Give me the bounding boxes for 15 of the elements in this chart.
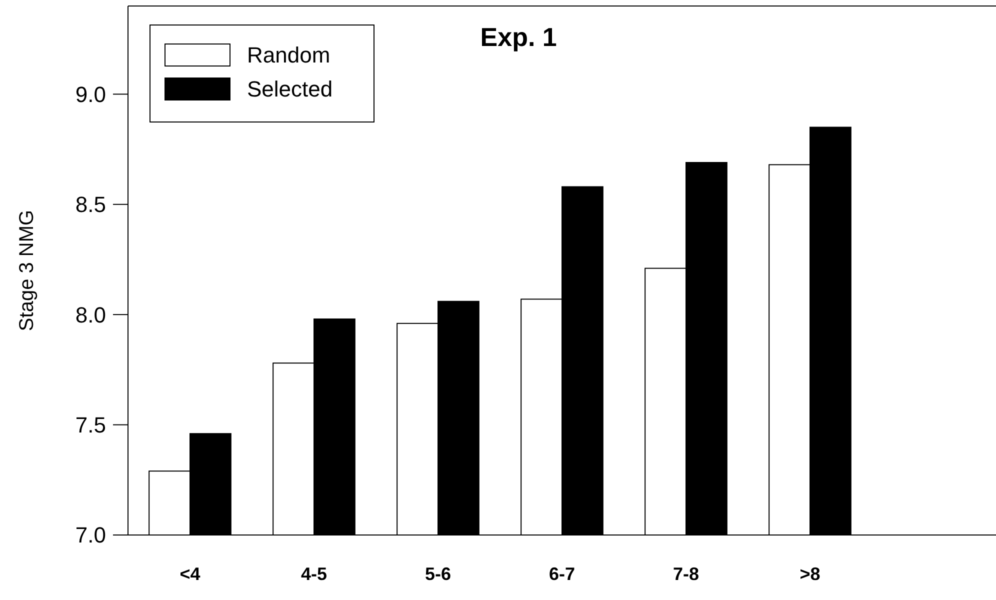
- y-axis-title: Stage 3 NMG: [16, 210, 38, 332]
- x-tick-label: <4: [180, 564, 200, 584]
- text: Exp. 1: [480, 22, 557, 52]
- x-tick-label: 5-6: [424, 564, 452, 584]
- y-tick-label: 7.5: [75, 412, 106, 438]
- y-tick-label: 8.5: [75, 192, 106, 218]
- x-tick-label: 7-8: [672, 564, 700, 584]
- y-tick-label: 8.0: [75, 302, 106, 328]
- x-tick-label: >8: [800, 564, 820, 584]
- y-tick-label: 7.0: [75, 522, 106, 548]
- y-tick-label: 9.0: [75, 82, 106, 107]
- legend-label: Random: [247, 42, 330, 68]
- x-tick-label: 6-7: [548, 564, 576, 584]
- x-tick-label: 4-5: [300, 564, 328, 584]
- legend-label: Selected: [247, 76, 333, 102]
